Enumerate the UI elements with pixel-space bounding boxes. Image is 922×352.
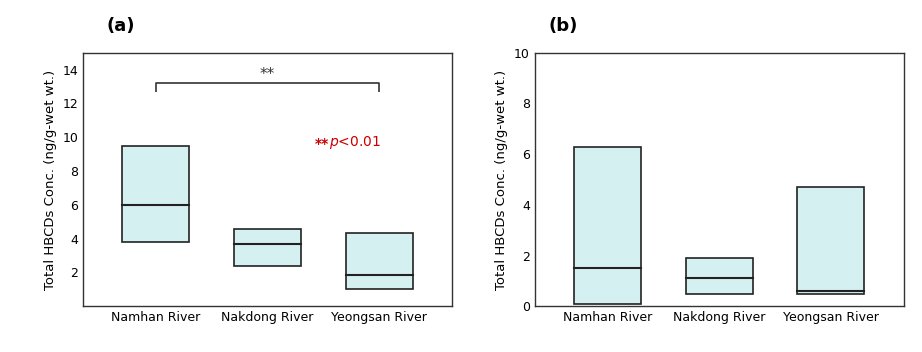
- Bar: [122, 146, 189, 242]
- Text: (a): (a): [106, 17, 135, 35]
- Text: **: **: [260, 67, 275, 82]
- Bar: [346, 233, 413, 289]
- Text: $p$<0.01: $p$<0.01: [329, 134, 381, 151]
- Bar: [234, 228, 301, 266]
- Bar: [686, 258, 752, 294]
- Bar: [798, 187, 865, 294]
- Y-axis label: Total HBCDs Conc. (ng/g-wet wt.): Total HBCDs Conc. (ng/g-wet wt.): [43, 69, 56, 290]
- Text: (b): (b): [549, 17, 578, 35]
- Text: **: **: [314, 137, 328, 151]
- Bar: [573, 146, 641, 304]
- Y-axis label: Total HBCDs Conc. (ng/g-wet wt.): Total HBCDs Conc. (ng/g-wet wt.): [495, 69, 508, 290]
